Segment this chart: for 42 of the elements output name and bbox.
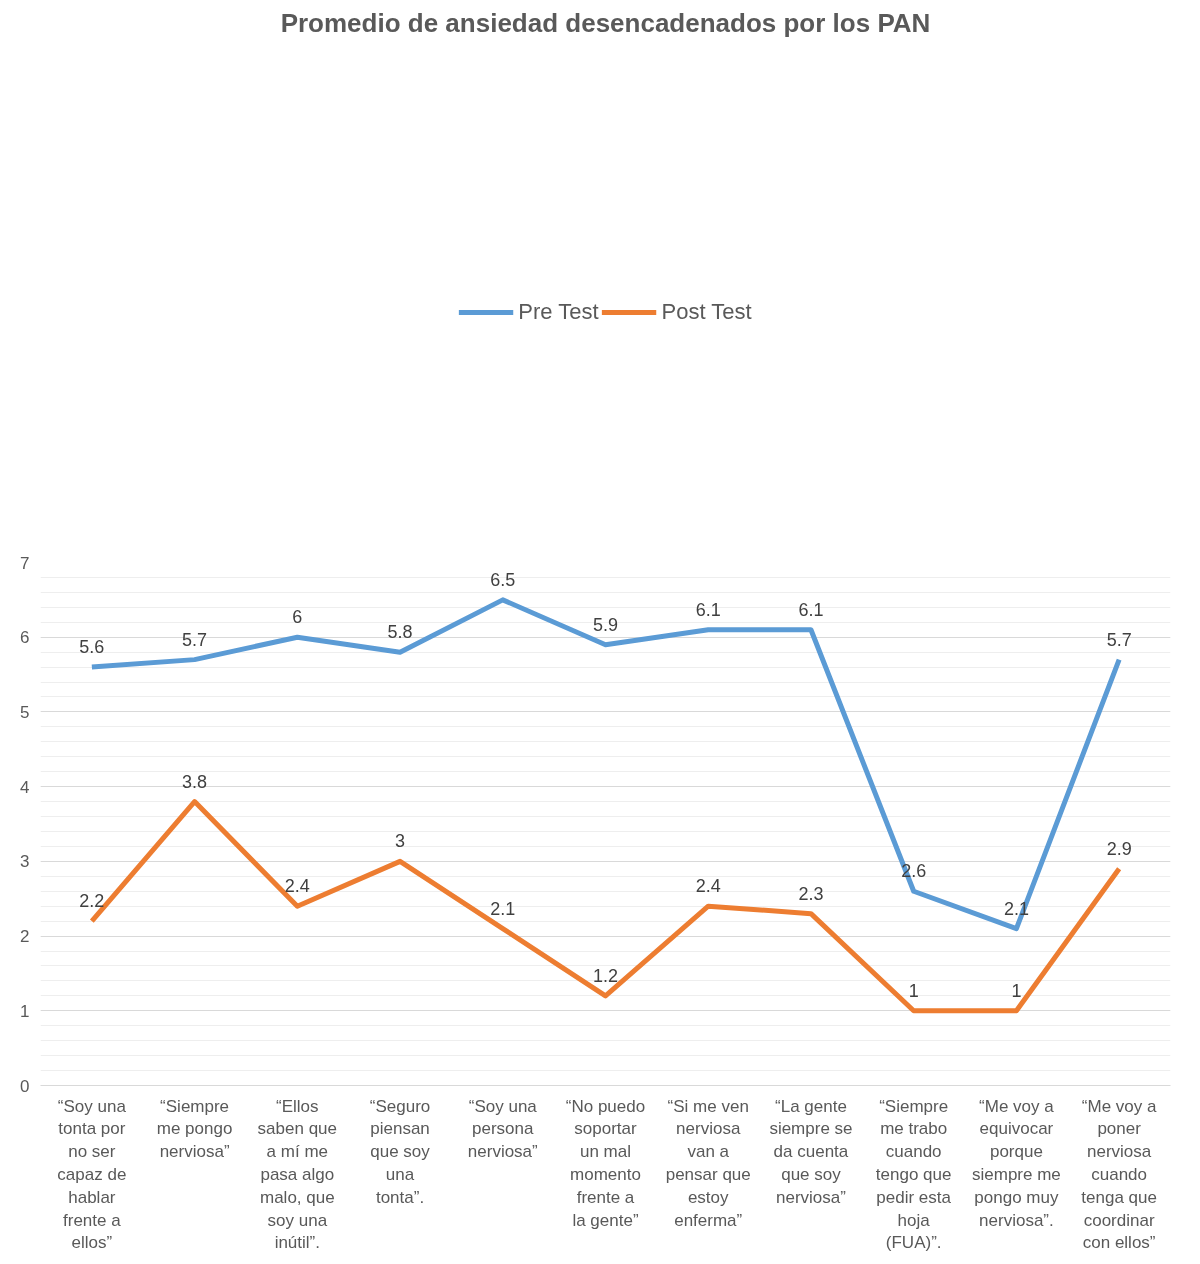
data-label: 6.5 (490, 569, 516, 590)
x-tick-label: “No puedo soportar un mal momento frente a la gente” (565, 1096, 646, 1230)
x-tick-label: “Me voy a equivocar porque siempre me pongo muy nerviosa”. (972, 1096, 1061, 1230)
x-tick-label: “Siempre me pongo nerviosa” (156, 1096, 233, 1162)
data-label: 6.1 (695, 599, 721, 620)
legend-label: Post Test (661, 299, 752, 325)
data-label: 2.1 (490, 898, 516, 919)
y-tick-label: 3 (20, 852, 30, 872)
x-tick-label: “Soy una tonta por no ser capaz de hablar frente a ellos” (57, 1096, 127, 1253)
x-tick-label: “La gente siempre se da cuenta que soy nerviosa” (769, 1096, 853, 1207)
data-label: 2.4 (284, 876, 310, 897)
data-label: 1 (1011, 980, 1022, 1001)
data-label: 3.8 (182, 771, 208, 792)
x-tick-label: “Siempre me trabo cuando tengo que pedir esta hoja (FUA)”. (875, 1096, 952, 1253)
y-tick-label: 1 (20, 1001, 30, 1021)
data-label: 1.2 (592, 965, 619, 986)
data-label: 6 (292, 607, 303, 628)
data-label: 1 (908, 980, 919, 1001)
data-label: 5.7 (182, 629, 208, 650)
x-tick-label: “Seguro piensan que soy una tonta”. (369, 1096, 431, 1207)
data-label: 2.9 (1106, 838, 1132, 859)
y-tick-label: 7 (20, 553, 30, 573)
y-tick-label: 2 (20, 927, 30, 947)
data-label: 2.3 (798, 883, 824, 904)
x-tick-label: “Me voy a poner nerviosa cuando tenga que coordinar con ellos” (1081, 1096, 1157, 1253)
data-label: 3 (395, 831, 406, 852)
y-tick-label: 6 (20, 628, 30, 648)
data-label: 5.9 (592, 614, 619, 635)
chart-title: Promedio de ansiedad desencadenados por los PAN (280, 7, 931, 38)
data-label: 2.2 (79, 891, 105, 912)
y-tick-label: 4 (20, 777, 30, 797)
x-tick-label: “Ellos saben que a mí me pasa algo malo, que soy una inútil”. (257, 1096, 338, 1253)
data-label: 5.8 (387, 622, 413, 643)
data-label: 5.6 (79, 637, 105, 658)
y-tick-label: 0 (20, 1076, 30, 1096)
x-tick-label: “Si me ven nerviosa van a pensar que estoy enferma” (665, 1096, 751, 1230)
legend-label: Pre Test (518, 299, 599, 325)
data-label: 5.7 (1106, 629, 1132, 650)
data-label: 6.1 (798, 599, 824, 620)
data-label: 2.4 (695, 876, 721, 897)
x-tick-label: “Soy una persona nerviosa” (467, 1096, 539, 1162)
y-tick-label: 5 (20, 702, 30, 722)
